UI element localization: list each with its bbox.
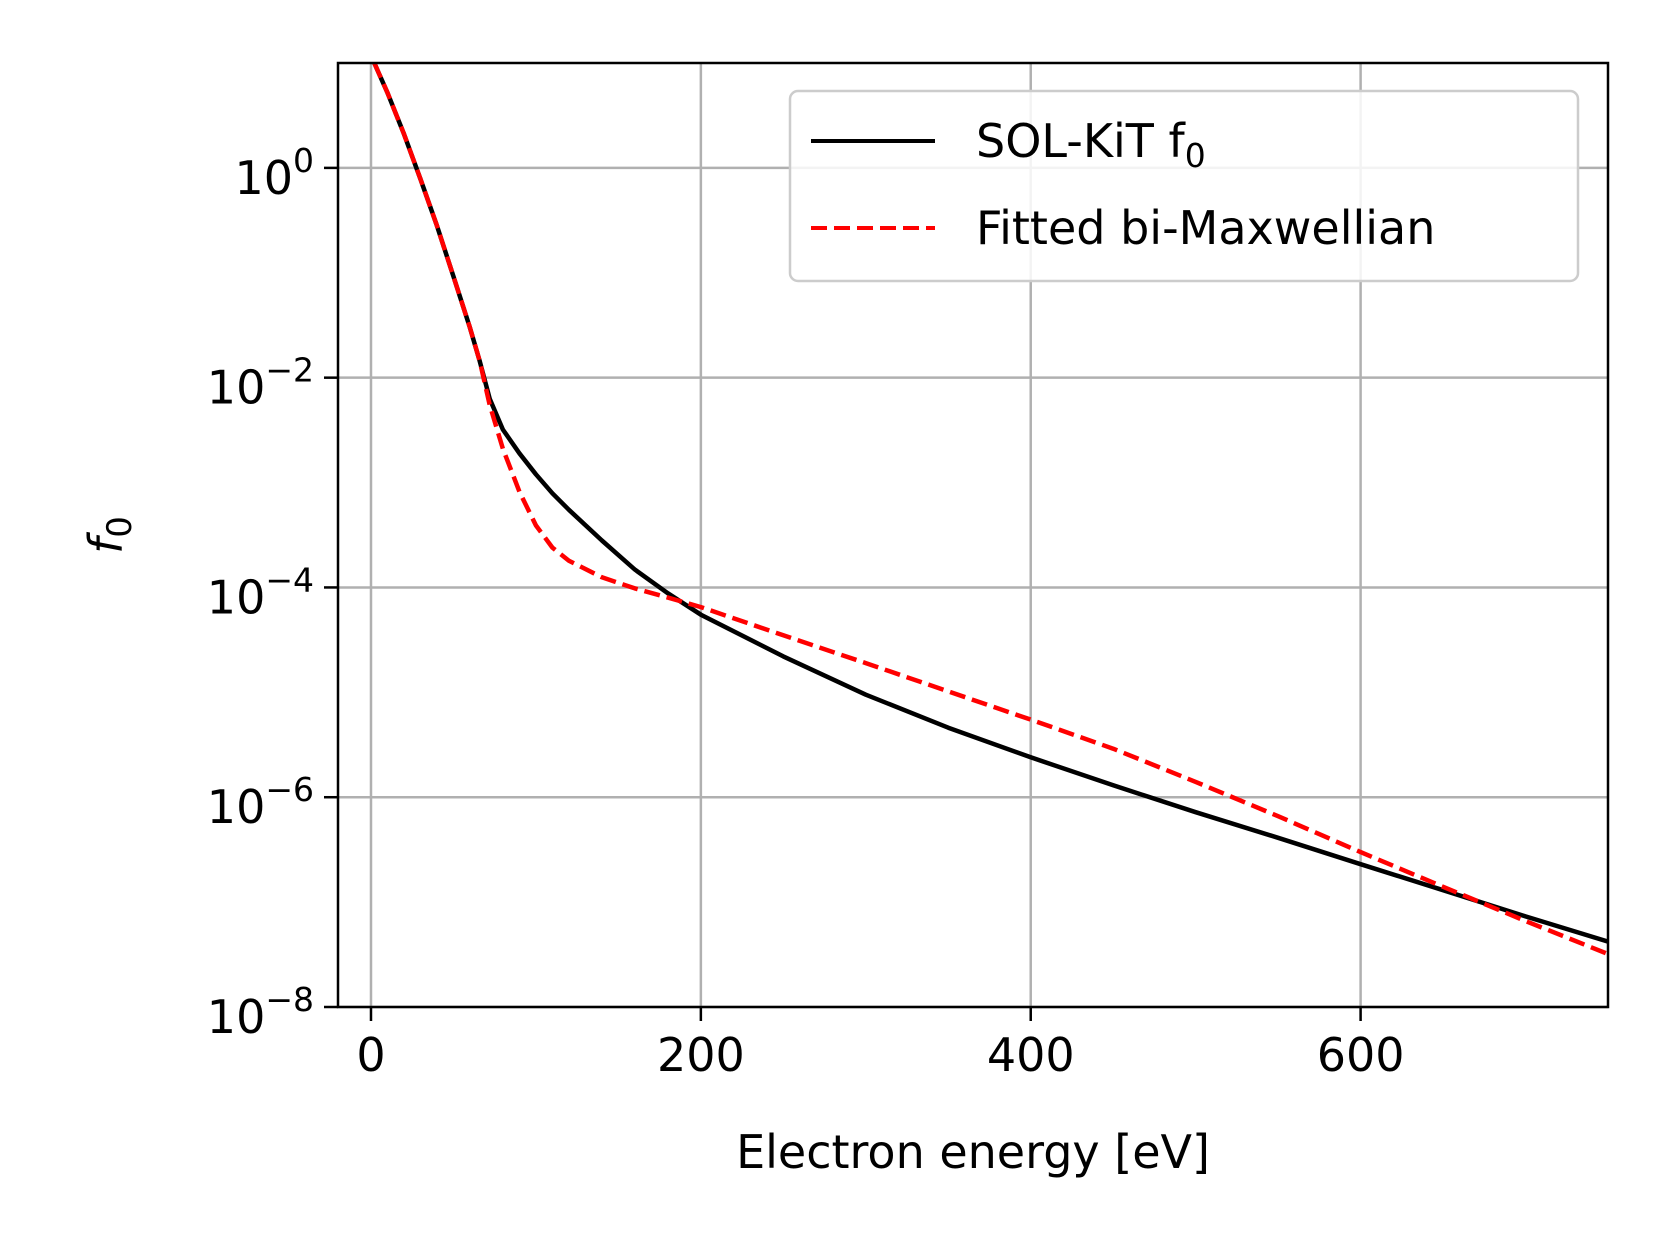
legend-box <box>788 89 1580 283</box>
y-tick-label-base: 10 <box>207 780 266 834</box>
y-axis-label-sub: 0 <box>100 516 140 538</box>
legend-label-sol-kit: SOL-KiT f0 <box>976 114 1206 175</box>
y-tick-label-exp: −2 <box>265 351 314 390</box>
legend-label-sol-kit-text: SOL-KiT f <box>976 114 1186 168</box>
y-tick-label-exp: −6 <box>265 770 314 809</box>
legend-label-bi-maxwellian-text: Fitted bi-Maxwellian <box>976 201 1435 255</box>
y-tick-label-exp: 0 <box>293 141 314 180</box>
y-tick-label-base: 10 <box>207 361 266 415</box>
y-tick-label-base: 10 <box>234 151 293 205</box>
legend-label-bi-maxwellian: Fitted bi-Maxwellian <box>976 201 1435 255</box>
x-tick-label: 600 <box>1317 1028 1405 1082</box>
axes-frame <box>336 61 1610 1009</box>
y-tick-label-exp: −8 <box>265 980 314 1019</box>
y-tick-label-exp: −4 <box>265 560 314 599</box>
y-tick-label-base: 10 <box>207 570 266 624</box>
x-tick-label: 0 <box>356 1028 385 1082</box>
legend: SOL-KiT f0 Fitted bi-Maxwellian <box>788 89 1580 283</box>
x-tick-label: 400 <box>987 1028 1075 1082</box>
series-line-bi-maxwellian <box>372 63 1608 957</box>
plot-lines <box>372 63 1608 957</box>
x-axis-label: Electron energy [eV] <box>736 1125 1210 1179</box>
y-tick-label: 10−2 <box>207 351 314 415</box>
y-tick-label: 10−6 <box>207 770 314 834</box>
y-tick-label: 10−4 <box>207 560 314 624</box>
x-tick-label: 200 <box>657 1028 745 1082</box>
legend-label-sol-kit-sub: 0 <box>1185 136 1206 175</box>
y-tick-label: 100 <box>234 141 314 205</box>
y-tick-label: 10−8 <box>207 980 314 1044</box>
y-axis-label: f0 <box>79 516 140 554</box>
y-tick-label-base: 10 <box>207 990 266 1044</box>
